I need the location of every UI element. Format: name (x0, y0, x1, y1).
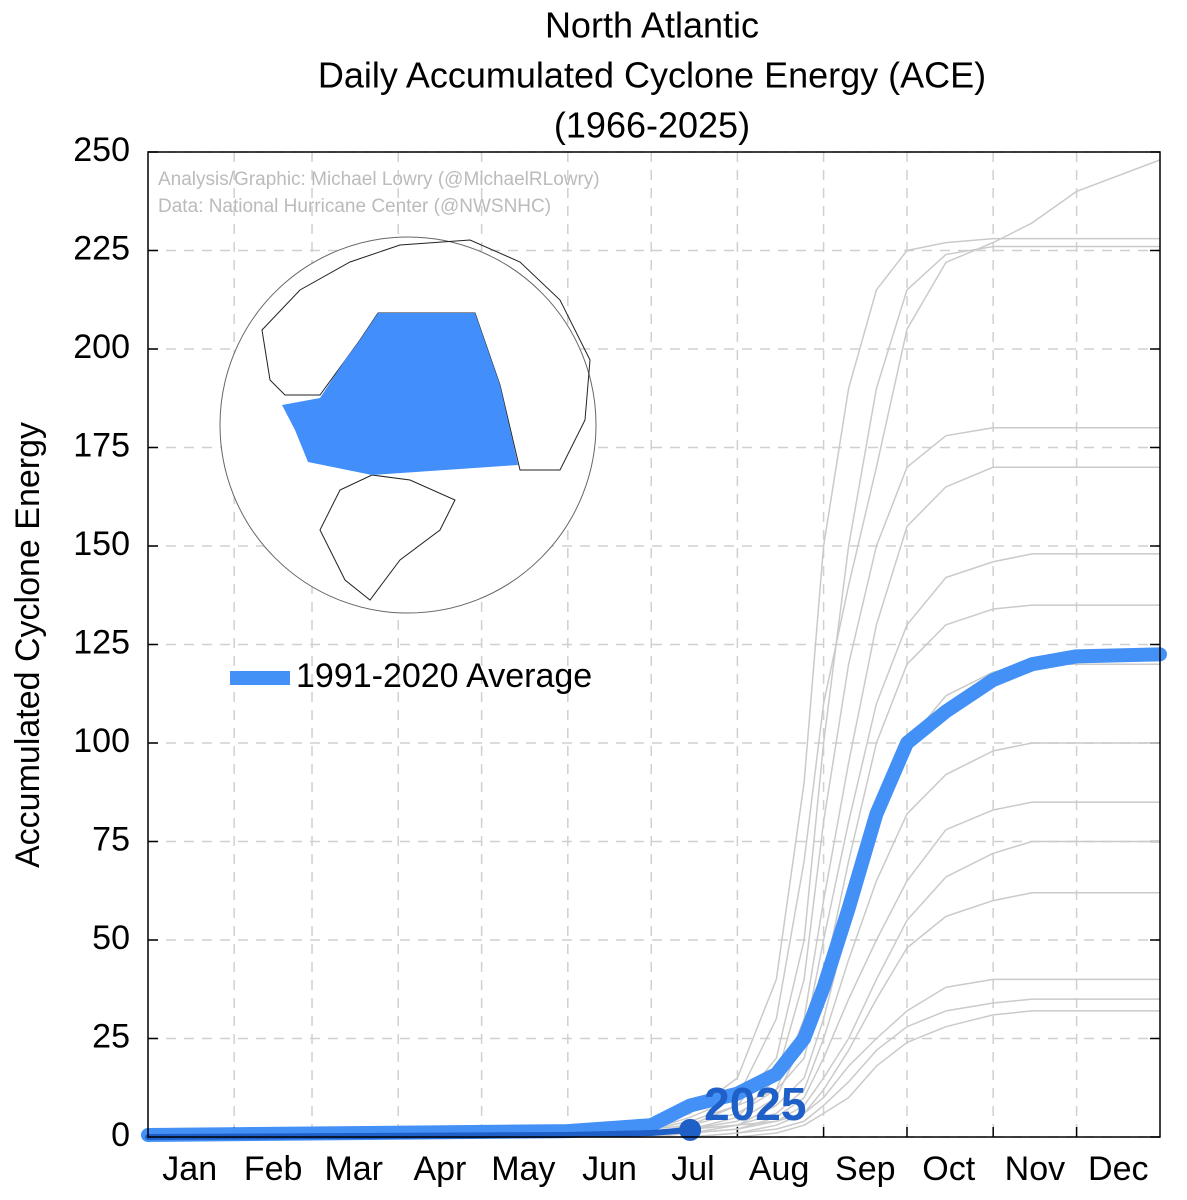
land-outline (261, 239, 591, 471)
series-line (147, 978, 1161, 1138)
end-point (679, 1118, 702, 1141)
x-tick-label: Aug (749, 1150, 810, 1188)
y-tick-label: 100 (73, 722, 130, 760)
series-line (147, 891, 1161, 1138)
y-tick-label: 200 (73, 328, 130, 366)
x-tick-label: Nov (1005, 1150, 1065, 1188)
x-tick-label: Sep (835, 1150, 896, 1188)
x-tick-label: Jan (162, 1150, 217, 1188)
x-tick-label: Oct (922, 1150, 975, 1188)
basin-region (282, 313, 518, 475)
y-tick-label: 0 (111, 1116, 130, 1154)
x-tick-label: Jul (671, 1150, 714, 1188)
y-tick-label: 250 (73, 131, 130, 169)
x-tick-label: Dec (1088, 1150, 1148, 1188)
series-label: 2025 (704, 1078, 806, 1130)
y-tick-label: 150 (73, 525, 130, 563)
y-tick-label: 175 (73, 426, 130, 464)
series-line (147, 840, 1161, 1138)
x-tick-label: Mar (324, 1150, 383, 1188)
chart-title: Daily Accumulated Cyclone Energy (ACE) (318, 55, 986, 96)
y-tick-label: 125 (73, 623, 130, 661)
y-tick-label: 25 (92, 1017, 130, 1055)
series-line (147, 604, 1161, 1138)
x-tick-label: Feb (244, 1150, 303, 1188)
series-line (147, 553, 1161, 1138)
series-line (147, 801, 1161, 1138)
credit-text: Analysis/Graphic: Michael Lowry (@Michae… (158, 169, 600, 190)
plot-area: 0 25 50 75 100 125 150 175 200 225 250 Jan Feb Mar Apr… (73, 131, 1167, 1188)
x-tick-label: Apr (413, 1150, 466, 1188)
series-line (147, 663, 1161, 1138)
series-line (145, 1126, 694, 1140)
plot-frame (147, 151, 1161, 1138)
chart-title: North Atlantic (545, 5, 759, 46)
x-tick-label: Jun (582, 1150, 637, 1188)
inset-map (219, 236, 597, 614)
y-tick-label: 50 (92, 919, 130, 957)
credit-text: Data: National Hurricane Center (@NWSNHC… (158, 196, 551, 217)
legend-label: 1991-2020 Average (296, 657, 592, 695)
series-line (141, 647, 1167, 1143)
land-outline (319, 474, 456, 601)
series-line (147, 466, 1161, 1138)
y-tick-label: 75 (92, 820, 130, 858)
chart-title: (1966-2025) (554, 105, 750, 146)
y-axis-label: Accumulated Cyclone Energy (9, 422, 47, 868)
y-tick-label: 225 (73, 229, 130, 267)
x-tick-label: May (491, 1150, 555, 1188)
